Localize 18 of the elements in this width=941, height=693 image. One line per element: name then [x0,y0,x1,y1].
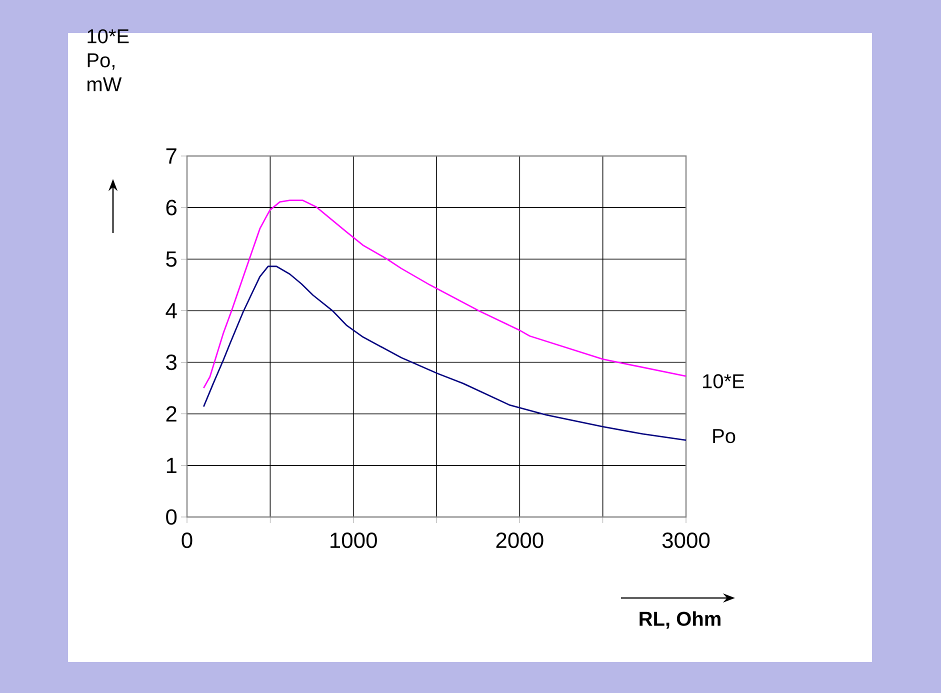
line-series [202,266,687,441]
y-tick-label: 5 [166,251,177,267]
y-tick-label: 7 [166,148,176,164]
y-tick-label: 4 [166,303,177,318]
y-tick-label: 6 [166,200,177,216]
x-tick-label: 2000 [496,532,544,548]
y-tick-label: 2 [166,406,176,422]
x-tick-label: 3000 [662,532,710,548]
x-axis-title: RL, Ohm [640,611,720,629]
x-tick-label: 1000 [330,532,377,548]
series-label: 10*E [703,374,744,388]
y-tick-label: 0 [166,509,177,525]
y-tick-label: 3 [166,354,177,370]
series-label: Po [713,429,736,444]
y-axis-title: 10*E Po, mW [88,29,129,92]
x-tick-label: 0 [182,532,192,548]
line-series [202,200,687,389]
y-tick-label: 1 [166,458,176,473]
